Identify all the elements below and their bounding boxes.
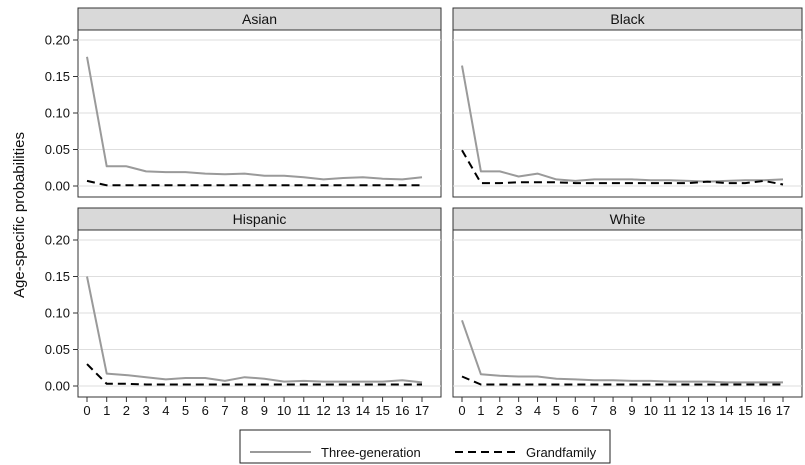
y-tick-label: 0.05 [45, 142, 70, 157]
x-tick-label: 1 [103, 403, 110, 418]
x-tick-label: 15 [738, 403, 752, 418]
x-tick-label: 3 [143, 403, 150, 418]
legend: Three-generation Grandfamily [239, 429, 611, 464]
panel-black: Black [452, 7, 803, 198]
y-tick-label: 0.15 [45, 269, 70, 284]
series-line-three-generation [461, 65, 784, 183]
y-tick-label: 0.05 [45, 342, 70, 357]
x-tick-label: 10 [644, 403, 658, 418]
x-tick-label: 16 [395, 403, 409, 418]
panel-title: Black [610, 11, 645, 27]
x-tick-label: 6 [202, 403, 209, 418]
x-tick-label: 4 [162, 403, 169, 418]
x-tick-label: 11 [297, 403, 311, 418]
x-tick-label: 8 [609, 403, 616, 418]
legend-label-three-generation: Three-generation [321, 445, 421, 460]
y-axis-label: Age-specific probabilities [11, 132, 28, 298]
x-tick-label: 16 [757, 403, 771, 418]
x-tick-label: 8 [241, 403, 248, 418]
series-line-three-generation [461, 319, 783, 384]
x-tick-label: 0 [83, 403, 90, 418]
panel-title: Asian [242, 11, 277, 27]
x-tick-label: 7 [221, 403, 228, 418]
x-tick-label: 17 [776, 403, 790, 418]
x-tick-label: 14 [356, 403, 370, 418]
x-tick-label: 4 [534, 403, 541, 418]
y-tick-label: 0.00 [45, 379, 70, 394]
x-tick-label: 13 [700, 403, 714, 418]
x-tick-label: 7 [591, 403, 598, 418]
y-tick-label: 0.15 [45, 69, 70, 84]
y-tick-label: 0.20 [45, 233, 70, 248]
y-tick-label: 0.10 [45, 106, 70, 121]
panels: Asian 0.00 0.05 0.10 0.15 0.20 Black Hispanic 0.… [45, 7, 803, 418]
x-tick-label: 5 [553, 403, 560, 418]
panel-title: Hispanic [233, 211, 287, 227]
series-line-grandfamily [86, 363, 422, 386]
x-tick-label: 10 [277, 403, 291, 418]
y-tick-label: 0.20 [45, 33, 70, 48]
y-tick-label: 0.10 [45, 306, 70, 321]
x-tick-label: 15 [375, 403, 389, 418]
panel-asian: Asian 0.00 0.05 0.10 0.15 0.20 [45, 7, 442, 198]
legend-label-grandfamily: Grandfamily [526, 445, 597, 460]
panel-title: White [610, 211, 646, 227]
x-tick-label: 9 [261, 403, 268, 418]
series-line-three-generation [86, 56, 423, 181]
x-tick-label: 5 [182, 403, 189, 418]
x-tick-label: 11 [663, 403, 677, 418]
x-tick-label: 13 [336, 403, 350, 418]
x-tick-label: 3 [515, 403, 522, 418]
x-tick-label: 14 [719, 403, 733, 418]
legend-box [239, 429, 611, 464]
x-tick-label: 12 [681, 403, 695, 418]
x-tick-label: 9 [628, 403, 635, 418]
series-line-grandfamily [461, 149, 784, 186]
x-tick-label: 0 [458, 403, 465, 418]
series-line-grandfamily [86, 179, 422, 187]
x-tick-label: 17 [415, 403, 429, 418]
x-tick-label: 1 [477, 403, 484, 418]
x-tick-label: 6 [572, 403, 579, 418]
x-tick-label: 2 [123, 403, 130, 418]
x-tick-label: 12 [316, 403, 330, 418]
x-tick-label: 2 [496, 403, 503, 418]
y-tick-label: 0.00 [45, 179, 70, 194]
series-line-grandfamily [461, 375, 783, 386]
series-line-three-generation [86, 276, 423, 384]
